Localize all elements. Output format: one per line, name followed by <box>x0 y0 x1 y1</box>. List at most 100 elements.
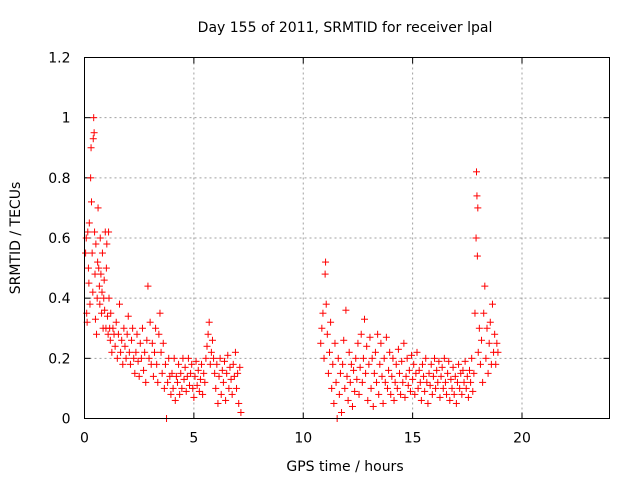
data-point <box>361 315 368 323</box>
data-point <box>355 390 363 398</box>
data-point <box>432 384 440 392</box>
data-point <box>473 168 480 176</box>
data-point <box>473 252 481 260</box>
data-point <box>413 348 421 356</box>
data-point <box>340 336 348 344</box>
data-point <box>336 369 344 377</box>
data-point <box>156 309 164 317</box>
data-point <box>396 369 403 377</box>
data-point <box>326 348 333 356</box>
data-point <box>346 378 354 386</box>
data-point <box>193 381 201 389</box>
data-point <box>335 390 343 398</box>
data-point <box>87 144 95 152</box>
data-point <box>476 360 484 368</box>
data-point <box>230 372 238 380</box>
data-point <box>206 360 214 368</box>
data-point <box>104 330 112 338</box>
data-point <box>494 348 502 356</box>
data-point <box>207 348 215 356</box>
y-tick-label: 0 <box>62 412 71 428</box>
data-point <box>204 330 212 338</box>
data-point <box>379 399 387 407</box>
data-point <box>350 366 358 374</box>
data-point <box>403 354 411 362</box>
data-point <box>445 357 453 365</box>
data-point <box>172 372 180 380</box>
data-point <box>381 378 389 386</box>
data-point <box>415 366 423 374</box>
data-point <box>449 363 457 371</box>
data-point <box>202 354 210 362</box>
data-point <box>319 309 327 317</box>
data-point <box>90 129 98 137</box>
data-point <box>91 270 99 278</box>
data-point <box>329 360 337 368</box>
data-point <box>135 372 143 380</box>
data-point <box>111 342 119 350</box>
data-point <box>225 384 233 392</box>
data-point <box>418 360 426 368</box>
y-tick-label: 0.2 <box>48 351 70 367</box>
data-point <box>424 399 432 407</box>
data-point <box>356 363 364 371</box>
data-point <box>87 174 95 182</box>
data-point <box>331 339 339 347</box>
data-point <box>134 357 142 365</box>
data-point <box>453 378 461 386</box>
data-point <box>439 384 447 392</box>
data-point <box>105 294 113 302</box>
data-point <box>159 339 167 347</box>
data-point <box>118 336 126 344</box>
data-point <box>318 324 326 332</box>
data-point <box>378 372 386 380</box>
data-point <box>448 384 456 392</box>
data-point <box>125 348 133 356</box>
data-point <box>189 384 197 392</box>
data-point <box>322 258 330 266</box>
data-point <box>368 354 376 362</box>
data-point <box>144 282 152 290</box>
data-point <box>237 408 245 416</box>
data-point <box>227 375 235 383</box>
data-point <box>398 357 406 365</box>
data-point <box>339 360 347 368</box>
data-point <box>170 354 178 362</box>
data-point <box>436 393 444 401</box>
data-point <box>114 330 122 338</box>
data-point <box>98 249 106 257</box>
data-point <box>481 282 489 290</box>
data-point <box>96 300 104 308</box>
y-tick-label: 1 <box>62 111 71 127</box>
data-point <box>167 390 175 398</box>
data-point <box>441 378 449 386</box>
data-point <box>84 228 92 236</box>
data-point <box>408 351 416 359</box>
data-point <box>462 384 470 392</box>
data-point <box>98 309 106 317</box>
data-point <box>366 333 374 341</box>
data-point <box>91 315 99 323</box>
data-point <box>348 402 356 410</box>
data-point <box>82 249 90 257</box>
data-point <box>370 369 378 377</box>
data-point <box>470 369 478 377</box>
data-point <box>123 330 131 338</box>
data-point <box>420 372 428 380</box>
data-point <box>95 282 103 290</box>
data-point <box>217 390 225 398</box>
data-point <box>105 228 113 236</box>
data-point <box>211 369 219 377</box>
data-point <box>478 336 486 344</box>
data-point <box>145 354 153 362</box>
data-point <box>218 366 226 374</box>
data-point <box>184 354 192 362</box>
x-tick-label: 0 <box>80 431 89 447</box>
data-point <box>103 312 111 320</box>
data-point <box>391 378 399 386</box>
data-point <box>101 306 109 314</box>
data-point <box>386 348 394 356</box>
data-point <box>187 369 195 377</box>
data-point <box>447 375 455 383</box>
data-point <box>169 384 177 392</box>
